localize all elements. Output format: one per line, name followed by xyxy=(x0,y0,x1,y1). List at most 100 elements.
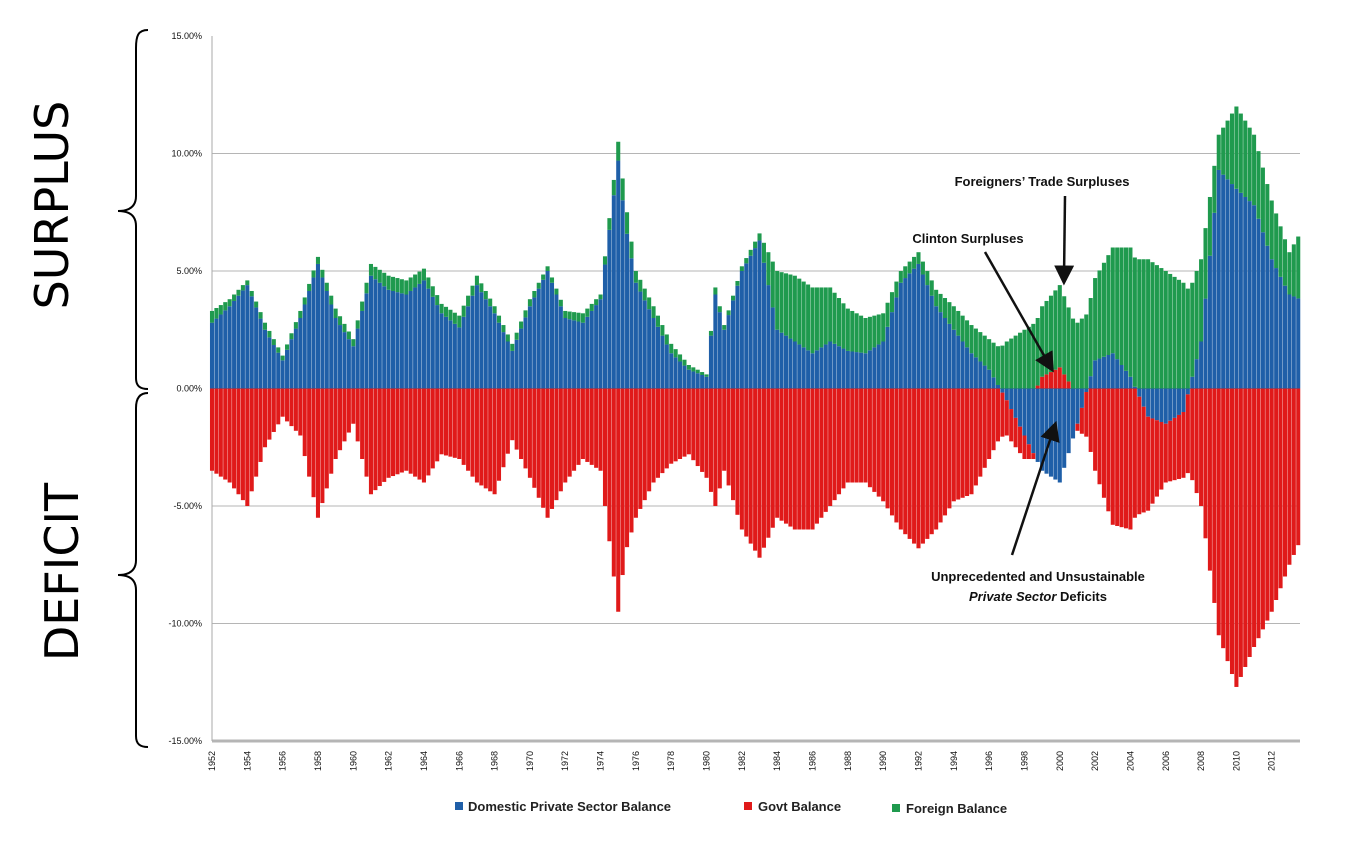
bar-govt xyxy=(934,388,939,530)
bar-private xyxy=(1243,196,1248,389)
bar-foreign xyxy=(1115,247,1120,360)
bar-foreign xyxy=(1013,335,1018,389)
bar-foreign xyxy=(483,290,488,300)
y-tick-label: -5.00% xyxy=(173,501,202,511)
bar-govt xyxy=(413,388,418,477)
bar-foreign xyxy=(1079,318,1084,389)
bar-foreign xyxy=(753,241,758,249)
bar-private xyxy=(240,290,245,389)
bar-private xyxy=(1269,259,1274,389)
bar-foreign xyxy=(572,312,577,321)
bar-govt xyxy=(527,388,532,478)
bar-private xyxy=(920,274,925,389)
bar-govt xyxy=(572,388,577,471)
bar-private xyxy=(1106,355,1111,389)
bar-govt xyxy=(391,388,396,477)
bar-foreign xyxy=(276,347,281,353)
bar-private xyxy=(223,310,228,389)
bar-foreign xyxy=(708,330,713,336)
bar-govt xyxy=(276,388,281,425)
bar-foreign xyxy=(766,252,771,286)
bar-private xyxy=(987,369,992,389)
bar-foreign xyxy=(1128,247,1133,377)
bar-govt xyxy=(1128,388,1133,530)
bar-govt xyxy=(1168,420,1173,482)
bar-foreign xyxy=(726,310,731,316)
bar-private xyxy=(602,264,608,389)
legend-label-private: Domestic Private Sector Balance xyxy=(468,799,671,814)
bar-private xyxy=(1207,255,1212,389)
bar-govt xyxy=(249,388,254,492)
bar-govt xyxy=(664,388,669,469)
bar-foreign xyxy=(1203,228,1208,299)
bar-foreign xyxy=(395,278,400,293)
bar-foreign xyxy=(1088,298,1093,377)
bar-govt xyxy=(708,388,713,492)
bar-private xyxy=(1181,388,1186,412)
bar-govt xyxy=(1296,388,1301,546)
bar-foreign xyxy=(258,312,263,319)
bar-private xyxy=(713,294,718,389)
bar-foreign xyxy=(1022,329,1027,389)
bar-private xyxy=(669,353,674,389)
bar-govt xyxy=(1031,453,1036,460)
bar-foreign xyxy=(541,274,546,280)
bar-govt xyxy=(209,388,215,471)
bar-govt xyxy=(1119,388,1124,528)
bar-govt xyxy=(355,388,360,442)
bar-private xyxy=(806,350,811,389)
bar-govt xyxy=(991,388,996,451)
bar-private xyxy=(929,295,934,389)
bar-foreign xyxy=(488,298,493,307)
bar-foreign xyxy=(1185,288,1190,389)
bar-foreign xyxy=(801,281,806,348)
bar-govt xyxy=(342,388,347,442)
bar-govt xyxy=(744,388,749,537)
bar-govt xyxy=(417,388,422,480)
bar-foreign xyxy=(567,311,572,320)
bar-private xyxy=(708,335,713,389)
bar-govt xyxy=(554,388,559,501)
bar-govt xyxy=(443,388,449,456)
bar-foreign xyxy=(236,289,241,296)
bar-govt xyxy=(1225,388,1230,662)
bar-private xyxy=(466,306,471,389)
bar-govt xyxy=(245,388,250,506)
bar-foreign xyxy=(934,289,939,307)
bar-private xyxy=(885,326,890,389)
bar-govt xyxy=(457,388,462,459)
bar-govt xyxy=(761,388,766,548)
bar-govt xyxy=(1040,376,1045,389)
y-tick-label: 10.00% xyxy=(171,149,202,159)
y-tick-label: 0.00% xyxy=(176,384,202,394)
bar-govt xyxy=(704,388,709,478)
bar-govt xyxy=(638,388,643,509)
bar-private xyxy=(1146,388,1151,417)
bar-private xyxy=(554,294,559,389)
bar-foreign xyxy=(285,344,290,350)
bar-foreign xyxy=(810,287,815,354)
bar-foreign xyxy=(232,294,237,301)
bar-govt xyxy=(1066,381,1071,389)
bar-private xyxy=(744,263,749,389)
bar-private xyxy=(819,347,824,389)
bar-govt xyxy=(792,388,797,530)
bar-private xyxy=(1274,268,1279,389)
bar-foreign xyxy=(298,310,303,318)
bar-govt xyxy=(898,388,903,530)
bar-govt xyxy=(1022,435,1027,459)
bar-foreign xyxy=(448,309,453,321)
bar-private xyxy=(364,293,369,389)
bar-govt xyxy=(995,388,1000,442)
bar-private xyxy=(867,350,872,389)
bar-govt xyxy=(320,388,325,504)
bar-foreign xyxy=(532,290,537,298)
bar-private xyxy=(1256,218,1261,389)
bar-foreign xyxy=(881,313,886,342)
bar-private xyxy=(1229,184,1235,389)
bar-foreign xyxy=(1053,290,1058,370)
bar-private xyxy=(1093,360,1098,389)
bar-private xyxy=(651,318,656,389)
bar-govt xyxy=(289,388,294,427)
bar-govt xyxy=(912,388,917,544)
